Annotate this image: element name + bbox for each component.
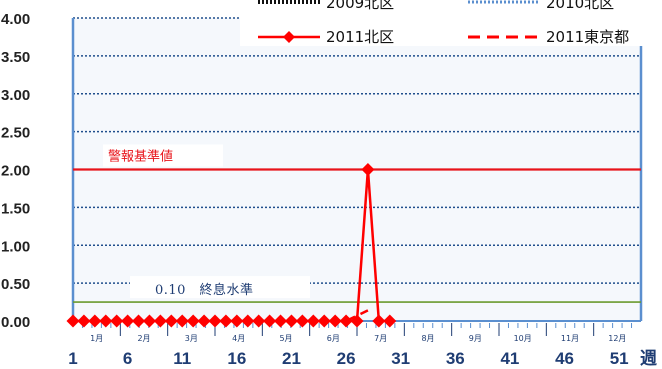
data-point (372, 314, 386, 328)
data-point (153, 314, 167, 328)
legend-label-2011-kita: 2011北区 (326, 28, 394, 46)
data-series (66, 163, 397, 328)
data-point (284, 314, 298, 328)
y-tick-label: 0.00 (1, 314, 30, 331)
x-tick-labels: 1 6 11 16 21 26 31 36 41 46 51 (68, 349, 628, 368)
month-labels: 1月 2月 3月 4月 5月 6月 7月 8月 9月 10月 11月 12月 (81, 323, 633, 343)
month-label: 4月 (232, 334, 245, 343)
month-label: 9月 (469, 334, 482, 343)
data-point (88, 314, 102, 328)
month-label: 8月 (421, 334, 434, 343)
y-tick-label: 3.00 (1, 87, 30, 104)
x-tick-label: 36 (446, 349, 465, 368)
data-point (164, 314, 178, 328)
data-point (110, 314, 124, 328)
x-tick-label: 41 (500, 349, 519, 368)
legend-marker-2011-kita (283, 31, 295, 43)
data-point (175, 314, 189, 328)
month-label: 12月 (608, 334, 626, 343)
reference-label: 警報基準値 (108, 149, 173, 165)
data-point (142, 314, 156, 328)
month-label: 5月 (279, 334, 292, 343)
month-label: 6月 (327, 334, 340, 343)
data-point (317, 314, 331, 328)
data-point (274, 314, 288, 328)
data-point (66, 314, 80, 328)
data-point (230, 314, 244, 328)
month-label: 11月 (561, 334, 579, 343)
data-point (295, 314, 309, 328)
y-tick-label: 1.50 (1, 200, 30, 217)
data-point (186, 314, 200, 328)
legend-label-2011-tokyo: 2011東京都 (546, 28, 629, 46)
series-line-2011-tokyo (345, 309, 369, 323)
x-tick-label: 31 (391, 349, 410, 368)
y-tick-label: 3.50 (1, 49, 30, 66)
y-tick-label: 1.00 (1, 238, 30, 255)
data-point (99, 314, 113, 328)
reference-label-box (103, 144, 223, 167)
data-point (361, 163, 375, 176)
x-tick-label: 6 (123, 349, 132, 368)
data-point (241, 314, 255, 328)
month-label: 7月 (374, 334, 387, 343)
x-tick-label: 1 (68, 349, 77, 368)
y-tick-label: 0.50 (1, 276, 30, 293)
y-tick-labels: 0.00 0.50 1.00 1.50 2.00 2.50 3.00 3.50 4.00 (1, 11, 30, 331)
month-label: 1月 (90, 334, 103, 343)
reference-lines: 警報基準値 0.10 終息水準 (73, 144, 641, 303)
data-point (208, 314, 222, 328)
data-point (219, 314, 233, 328)
x-axis-unit: 週 (640, 349, 657, 369)
y-tick-label: 4.00 (1, 11, 30, 28)
data-point (77, 314, 91, 328)
x-tick-label: 26 (337, 349, 356, 368)
data-point (306, 314, 320, 328)
x-tick-label: 11 (173, 349, 191, 368)
reference-label-box (130, 276, 310, 299)
data-point (252, 314, 266, 328)
month-label: 10月 (514, 334, 532, 343)
x-tick-label: 51 (610, 349, 629, 368)
data-point (263, 314, 277, 328)
month-label: 3月 (185, 334, 198, 343)
reference-label: 0.10 終息水準 (155, 282, 253, 298)
x-tick-label: 21 (282, 349, 301, 368)
data-point (328, 314, 342, 328)
data-point (121, 314, 135, 328)
legend-box (240, 0, 660, 46)
legend-label-2009: 2009北区 (326, 0, 394, 12)
x-tick-label: 46 (555, 349, 574, 368)
data-point (197, 314, 211, 328)
data-point (132, 314, 146, 328)
x-tick-label: 16 (227, 349, 246, 368)
data-point (383, 314, 397, 328)
y-tick-label: 2.50 (1, 125, 30, 142)
legend: 2009北区 2010北区 2011北区 2011東京都 (240, 0, 660, 46)
legend-label-2010: 2010北区 (546, 0, 614, 12)
y-tick-label: 2.00 (1, 163, 30, 180)
month-label: 2月 (137, 334, 150, 343)
